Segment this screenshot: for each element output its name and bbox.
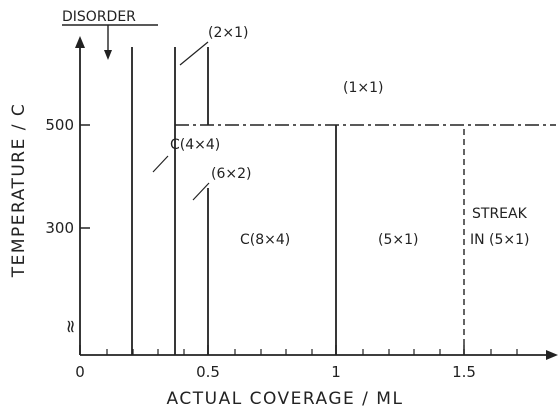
x-tick-label-1: 1: [331, 363, 341, 381]
y-tick-label-500: 500: [45, 116, 74, 134]
leader-c4x4: [152, 155, 169, 173]
x-tick-label-1.5: 1.5: [452, 363, 476, 381]
phase-label-6x2: (6×2): [211, 166, 251, 182]
x-minor-ticks: [106, 349, 518, 355]
x-tick-label-0.5: 0.5: [196, 363, 220, 381]
disorder-arrow-icon: [104, 50, 112, 60]
x-ticks: 0 0.5 1 1.5: [75, 345, 476, 381]
leader-6x2: [192, 182, 210, 201]
phase-label-c8x4: C(8×4): [240, 232, 290, 248]
axis-break-marker: ≈: [60, 319, 81, 334]
x-axis-arrow-icon: [546, 350, 558, 360]
phase-label-c4x4: C(4×4): [170, 137, 220, 153]
phase-label-5x1: (5×1): [378, 232, 418, 248]
y-axis-arrow-icon: [75, 36, 85, 48]
leader-2x1: [179, 41, 209, 66]
x-tick-label-0: 0: [75, 363, 85, 381]
y-axis-title: TEMPERATURE / C: [9, 103, 29, 279]
y-tick-label-300: 300: [45, 219, 74, 237]
phase-label-2x1: (2×1): [208, 25, 248, 41]
phase-label-streak-line2: IN (5×1): [470, 232, 530, 248]
y-ticks: 300 500: [45, 116, 90, 237]
x-axis-title: ACTUAL COVERAGE / ML: [167, 389, 404, 409]
disorder-label: DISORDER: [62, 9, 136, 25]
phase-label-streak-line1: STREAK: [472, 206, 528, 222]
phase-label-1x1: (1×1): [343, 80, 383, 96]
